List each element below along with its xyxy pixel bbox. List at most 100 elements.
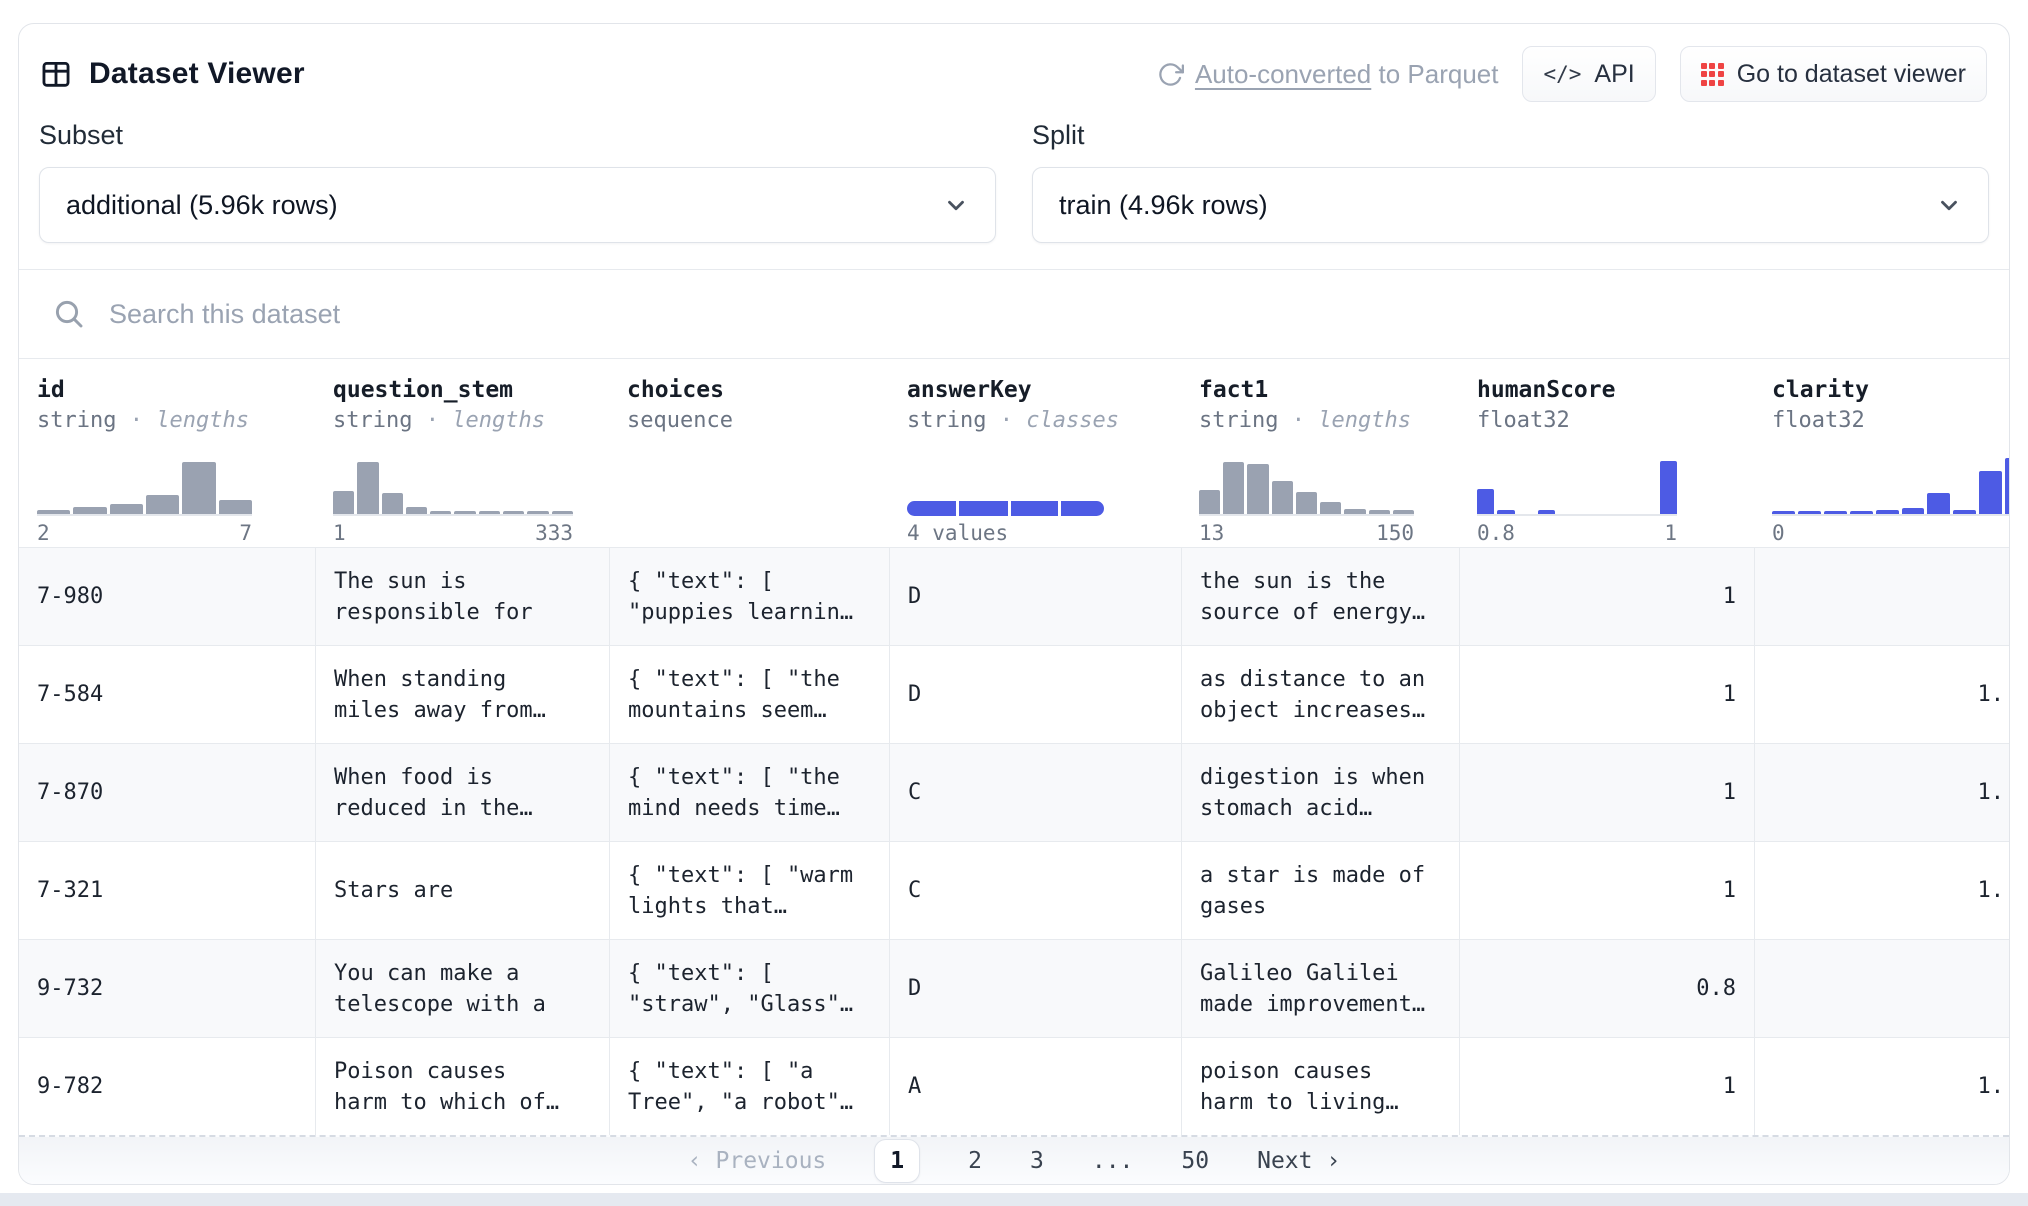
cell-choices[interactable]: { "text": [ "puppies learnin…: [609, 548, 889, 645]
cell-humanScore[interactable]: 1: [1459, 548, 1754, 645]
column-name: choices: [627, 377, 724, 403]
pagination-next[interactable]: Next ›: [1257, 1148, 1340, 1174]
cell-id[interactable]: 9-782: [37, 1074, 104, 1099]
column-type: string · classes: [907, 408, 1119, 433]
cell-humanScore[interactable]: 1: [1459, 1038, 1754, 1135]
hist-bar: [1223, 462, 1245, 514]
cell-id[interactable]: 7-584: [37, 682, 104, 707]
api-button[interactable]: </> API: [1522, 46, 1656, 102]
pagination-pages: 1 2 3... 50: [874, 1138, 1210, 1183]
hist-bar: [430, 511, 452, 514]
hist-bar: [1295, 492, 1318, 514]
pagination-page-1[interactable]: 1: [874, 1138, 921, 1183]
pagination-previous-label: Previous: [715, 1147, 827, 1174]
pagination-page-2[interactable]: 2: [968, 1147, 982, 1174]
auto-converted-rest: to Parquet: [1371, 58, 1499, 89]
column-name: question_stem: [333, 377, 514, 403]
cell-humanScore[interactable]: 1: [1459, 646, 1754, 743]
cell-fact1[interactable]: Galileo Galilei made improvement…: [1181, 940, 1459, 1037]
table-row: 7-321 Stars are{ "text": [ "warm lights t…: [19, 841, 2009, 939]
pagination: ‹ Previous 1 2 3... 50 Next ›: [688, 1138, 1340, 1183]
cell-id[interactable]: 7-980: [37, 584, 104, 609]
histogram-answerKey: [907, 444, 1104, 516]
cell-humanScore[interactable]: 0.8: [1459, 940, 1754, 1037]
hist-bar: [454, 511, 476, 514]
cell-clarity[interactable]: 1.: [1754, 744, 2009, 841]
chevron-down-icon: [1941, 200, 1957, 211]
hist-bar: [1772, 511, 1795, 514]
cell-question_stem[interactable]: When standing miles away from…: [315, 646, 609, 743]
cell-choices[interactable]: { "text": [ "the mountains seem…: [609, 646, 889, 743]
hist-bar: [182, 462, 216, 514]
column-type: sequence: [627, 408, 733, 433]
histogram-humanScore: [1477, 444, 1677, 516]
cell-fact1[interactable]: poison causes harm to living…: [1181, 1038, 1459, 1135]
table-row: 7-870 When food is reduced in the…{ "text…: [19, 743, 2009, 841]
cell-question_stem[interactable]: The sun is responsible for: [315, 548, 609, 645]
cell-clarity[interactable]: 1.: [1754, 842, 2009, 939]
cell-humanScore[interactable]: 1: [1459, 744, 1754, 841]
controls-row: Subset additional (5.96k rows) Split tra…: [19, 106, 2009, 243]
cell-id[interactable]: 7-870: [37, 780, 104, 805]
red-grid-icon: [1700, 62, 1724, 86]
cell-fact1[interactable]: a star is made of gases: [1181, 842, 1459, 939]
hist-bar: [1953, 510, 1977, 514]
cell-question_stem[interactable]: Stars are: [315, 842, 609, 939]
cell-clarity[interactable]: 1.: [1754, 646, 2009, 743]
chevron-down-icon: [948, 200, 964, 211]
hist-bar: [1199, 490, 1221, 514]
classes-bar: [907, 501, 1104, 516]
column-header-question_stem: question_stem string · lengths 1 333: [315, 359, 609, 547]
cell-question_stem[interactable]: Poison causes harm to which of…: [315, 1038, 609, 1135]
goto-dataset-viewer-button[interactable]: Go to dataset viewer: [1679, 46, 1987, 102]
column-name: humanScore: [1477, 377, 1616, 403]
hist-bar: [109, 504, 143, 514]
cell-fact1[interactable]: digestion is when stomach acid…: [1181, 744, 1459, 841]
cell-clarity[interactable]: 1.: [1754, 1038, 2009, 1135]
hist-bar: [527, 511, 549, 514]
subset-selected-value: additional (5.96k rows): [66, 189, 338, 220]
cell-answerKey[interactable]: D: [889, 646, 1181, 743]
cell-answerKey[interactable]: C: [889, 744, 1181, 841]
pagination-page-50[interactable]: 50: [1181, 1147, 1210, 1174]
pagination-previous[interactable]: ‹ Previous: [688, 1148, 827, 1174]
cell-answerKey[interactable]: D: [889, 940, 1181, 1037]
cell-choices[interactable]: { "text": [ "a Tree", "a robot"…: [609, 1038, 889, 1135]
cell-choices[interactable]: { "text": [ "the mind needs time…: [609, 744, 889, 841]
search-input[interactable]: [109, 298, 2009, 330]
cell-answerKey[interactable]: A: [889, 1038, 1181, 1135]
column-header-clarity: clarity float32 0: [1754, 359, 2009, 547]
cell-clarity[interactable]: [1754, 548, 2009, 645]
cell-id[interactable]: 7-321: [37, 878, 104, 903]
column-type: string · lengths: [1199, 408, 1411, 433]
chevron-right-icon: ›: [1326, 1147, 1341, 1174]
pagination-page-3[interactable]: 3: [1030, 1147, 1044, 1174]
column-header-humanScore: humanScore float32 0.8 1: [1459, 359, 1754, 547]
cell-question_stem[interactable]: When food is reduced in the…: [315, 744, 609, 841]
histogram-range: 0: [1772, 521, 1785, 545]
cell-fact1[interactable]: the sun is the source of energy…: [1181, 548, 1459, 645]
cell-id[interactable]: 9-732: [37, 976, 104, 1001]
auto-converted-note[interactable]: Auto-converted to Parquet: [1157, 58, 1499, 90]
subset-label: Subset: [39, 120, 124, 150]
pagination-ellipsis: ...: [1091, 1147, 1134, 1174]
hist-bar: [357, 462, 379, 514]
cell-clarity[interactable]: [1754, 940, 2009, 1037]
hist-bar: [1875, 510, 1899, 514]
column-name: answerKey: [907, 377, 1032, 403]
cell-humanScore[interactable]: 1: [1459, 842, 1754, 939]
cell-choices[interactable]: { "text": [ "straw", "Glass"…: [609, 940, 889, 1037]
cell-question_stem[interactable]: You can make a telescope with a: [315, 940, 609, 1037]
split-select[interactable]: train (4.96k rows): [1032, 167, 1989, 243]
chevron-left-icon: ‹: [687, 1147, 702, 1174]
cell-answerKey[interactable]: C: [889, 842, 1181, 939]
cell-fact1[interactable]: as distance to an object increases…: [1181, 646, 1459, 743]
hist-bar: [1497, 510, 1515, 514]
hist-bar: [1271, 481, 1293, 514]
column-header-choices: choices sequence: [609, 359, 889, 547]
page-title: Dataset Viewer: [89, 57, 305, 90]
cell-choices[interactable]: { "text": [ "warm lights that…: [609, 842, 889, 939]
cell-answerKey[interactable]: D: [889, 548, 1181, 645]
search-bar: [19, 269, 2009, 359]
subset-select[interactable]: additional (5.96k rows): [39, 167, 996, 243]
